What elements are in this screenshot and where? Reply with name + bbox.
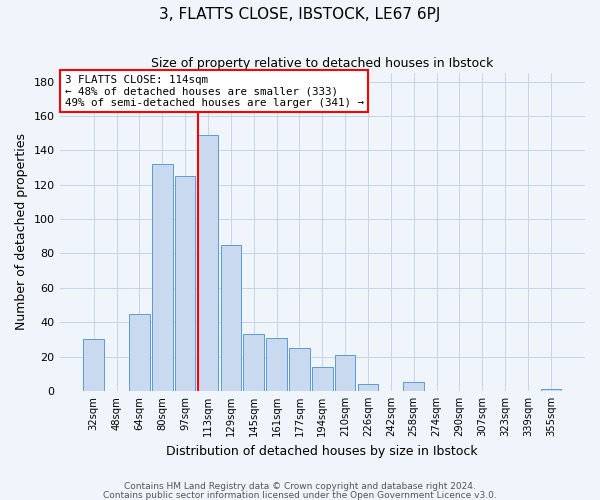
- Bar: [358, 384, 378, 391]
- Title: Size of property relative to detached houses in Ibstock: Size of property relative to detached ho…: [151, 58, 493, 70]
- Bar: [312, 367, 332, 391]
- Bar: [152, 164, 173, 391]
- Text: Contains public sector information licensed under the Open Government Licence v3: Contains public sector information licen…: [103, 490, 497, 500]
- Bar: [335, 355, 355, 391]
- Bar: [244, 334, 264, 391]
- X-axis label: Distribution of detached houses by size in Ibstock: Distribution of detached houses by size …: [166, 444, 478, 458]
- Bar: [289, 348, 310, 391]
- Bar: [175, 176, 196, 391]
- Bar: [266, 338, 287, 391]
- Bar: [221, 245, 241, 391]
- Bar: [198, 135, 218, 391]
- Text: Contains HM Land Registry data © Crown copyright and database right 2024.: Contains HM Land Registry data © Crown c…: [124, 482, 476, 491]
- Bar: [541, 389, 561, 391]
- Bar: [83, 340, 104, 391]
- Text: 3 FLATTS CLOSE: 114sqm
← 48% of detached houses are smaller (333)
49% of semi-de: 3 FLATTS CLOSE: 114sqm ← 48% of detached…: [65, 74, 364, 108]
- Bar: [403, 382, 424, 391]
- Bar: [129, 314, 150, 391]
- Y-axis label: Number of detached properties: Number of detached properties: [15, 134, 28, 330]
- Text: 3, FLATTS CLOSE, IBSTOCK, LE67 6PJ: 3, FLATTS CLOSE, IBSTOCK, LE67 6PJ: [160, 8, 440, 22]
